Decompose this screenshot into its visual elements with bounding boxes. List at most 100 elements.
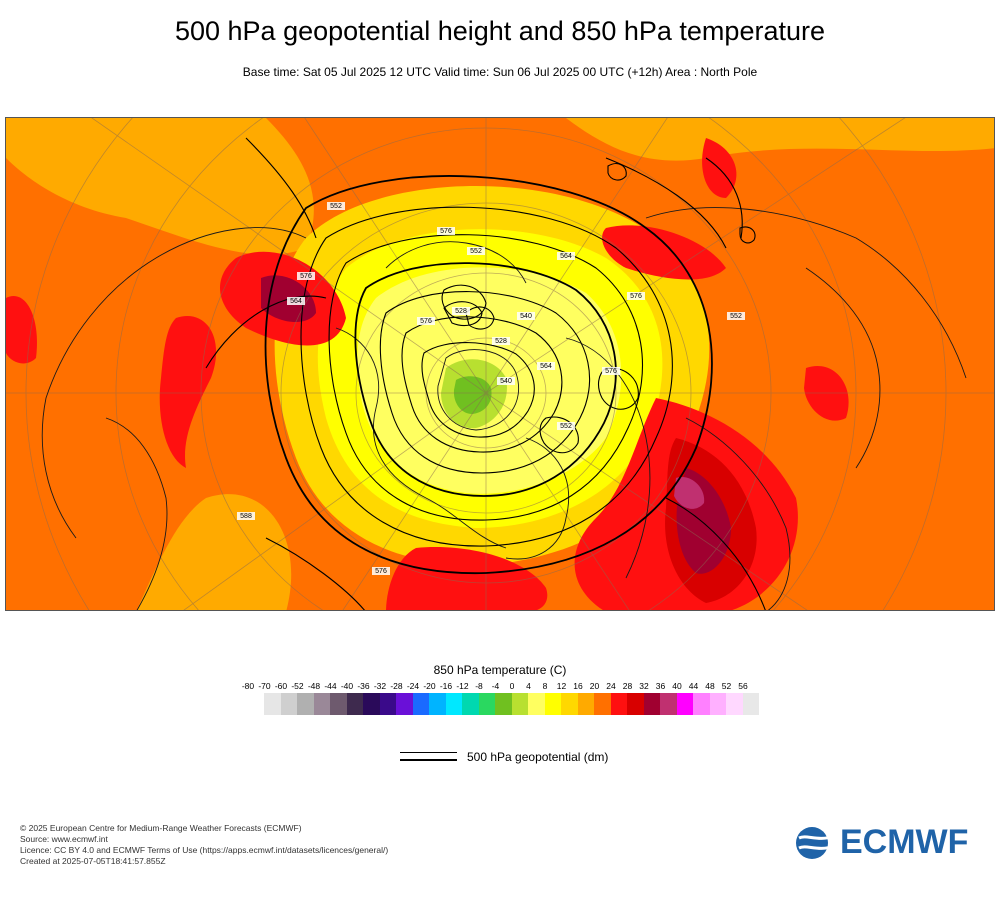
legend-swatch <box>742 693 759 715</box>
legend-swatch <box>280 693 297 715</box>
legend-swatch <box>445 693 462 715</box>
temperature-region-orange <box>566 118 994 161</box>
contour-label-bg <box>602 367 620 375</box>
contour-label: 564 <box>560 253 572 260</box>
polar-map: 552 576 576 552 528 576 564 576 528 540 564 576 540 5… <box>5 117 995 611</box>
legend-swatch <box>313 693 330 715</box>
contour-label: 552 <box>330 203 342 210</box>
geopotential-contours <box>205 137 766 610</box>
temperature-region-red <box>6 296 37 364</box>
contour-label-bg <box>372 567 390 575</box>
legend-swatch <box>297 693 314 715</box>
temperature-region-red <box>386 547 548 610</box>
legend-swatch <box>396 693 413 715</box>
temperature-region-orange <box>6 118 314 255</box>
legend-tick-label: -4 <box>491 681 500 691</box>
legend-swatch <box>379 693 396 715</box>
contour-label-bg <box>237 512 255 520</box>
temperature-region-red <box>602 225 726 280</box>
contour-label: 540 <box>520 313 532 320</box>
contour-label: 576 <box>630 293 642 300</box>
legend-tick-label: -8 <box>475 681 483 691</box>
legend-swatch <box>495 693 512 715</box>
ecmwf-logo: ECMWF <box>795 823 985 862</box>
coastlines <box>41 207 967 610</box>
legend-swatch <box>660 693 677 715</box>
legend-tick-label: 56 <box>738 681 748 691</box>
contour-label-group: 552 576 576 552 528 576 564 576 528 540 564 576 540 5… <box>237 202 745 575</box>
legend-swatch <box>346 693 363 715</box>
legend-swatches <box>264 693 759 715</box>
footer-credits: © 2025 European Centre for Medium-Range … <box>20 823 388 867</box>
footer-created: Created at 2025-07-05T18:41:57.855Z <box>20 856 166 866</box>
legend-swatch <box>561 693 578 715</box>
legend-tick-label: -36 <box>357 681 370 691</box>
contour-label-bg <box>497 377 515 385</box>
legend-tick-label: -70 <box>258 681 271 691</box>
legend-tick-label: -40 <box>340 681 354 691</box>
legend-swatch <box>528 693 545 715</box>
footer-source: Source: www.ecmwf.int <box>20 834 108 844</box>
ecmwf-logo-text: ECMWF <box>840 823 969 861</box>
contour-label: 564 <box>290 298 302 305</box>
legend-swatch <box>676 693 693 715</box>
legend-tick-label: 20 <box>589 681 600 691</box>
legend-swatch <box>726 693 743 715</box>
legend-tick-label: -48 <box>307 681 321 691</box>
contour-label-bg <box>287 297 305 305</box>
legend-tick-label: 8 <box>542 681 548 691</box>
temperature-region-dark-green <box>453 376 492 414</box>
legend-ticks: -80 -70 -60 -52 -48 -44 -40 -36 -32 -28 -24 -20 -16-… <box>240 681 760 695</box>
contour-label: 564 <box>540 363 552 370</box>
chart-title: 500 hPa geopotential height and 850 hPa … <box>174 16 825 46</box>
contour-label: 576 <box>420 318 432 325</box>
legend-tick-label: -44 <box>324 681 337 691</box>
contour-label: 528 <box>455 308 467 315</box>
legend-tick-label: -20 <box>423 681 436 691</box>
contour-label-bg <box>557 422 575 430</box>
contour-label: 576 <box>300 273 312 280</box>
contour-label: 588 <box>240 513 252 520</box>
legend-swatch <box>462 693 479 715</box>
legend-tick-label: 44 <box>688 681 699 691</box>
map-canvas: 552 576 576 552 528 576 564 576 528 540 564 576 540 5… <box>6 118 994 610</box>
contour-label: 576 <box>605 368 617 375</box>
contour-label-bg <box>452 307 470 315</box>
legend-tick-label: 52 <box>721 681 732 691</box>
temperature-region-magenta <box>674 477 705 509</box>
ecmwf-logo-icon <box>796 827 836 859</box>
contour-key-line-thin <box>400 752 457 753</box>
legend-swatch <box>627 693 644 715</box>
legend-tick-label: 32 <box>639 681 649 691</box>
legend-tick-label: 40 <box>672 681 682 691</box>
legend-tick-label: 12 <box>556 681 567 691</box>
legend-tick-label: -52 <box>291 681 304 691</box>
legend-tick-label: 24 <box>606 681 616 691</box>
legend-title: 850 hPa temperature (C) <box>433 663 567 677</box>
legend-tick-label: -12 <box>456 681 469 691</box>
legend-swatch <box>643 693 660 715</box>
contour-label-bg <box>327 202 345 210</box>
legend-swatch <box>577 693 594 715</box>
footer-licence: Licence: CC BY 4.0 and ECMWF Terms of Us… <box>20 845 389 855</box>
contour-label-bg <box>492 337 510 345</box>
contour-label-bg <box>727 312 745 320</box>
legend-swatch <box>709 693 726 715</box>
legend-tick-label: 28 <box>622 681 633 691</box>
temperature-region-red <box>159 316 217 468</box>
contour-label-bg <box>467 247 485 255</box>
contour-label-bg <box>417 317 435 325</box>
legend-tick-label: 48 <box>705 681 715 691</box>
contour-key-line-thick <box>400 759 457 761</box>
legend-tick-label: 16 <box>573 681 583 691</box>
contour-label: 576 <box>375 568 387 575</box>
contour-label-bg <box>437 227 455 235</box>
legend-swatch <box>693 693 710 715</box>
legend-swatch <box>363 693 380 715</box>
chart-subtitle: Base time: Sat 05 Jul 2025 12 UTC Valid … <box>242 65 758 79</box>
legend-tick-label: -80 <box>241 681 255 691</box>
legend-swatch <box>610 693 627 715</box>
legend-tick-label: -16 <box>439 681 453 691</box>
legend-tick-label: -28 <box>390 681 403 691</box>
contour-label-bg <box>297 272 315 280</box>
